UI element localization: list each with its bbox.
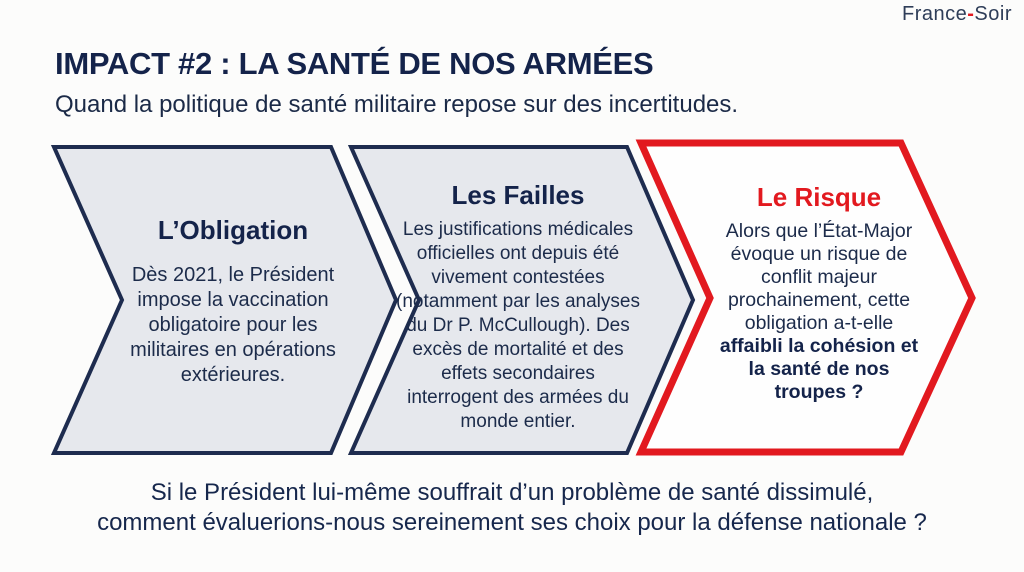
page-title: IMPACT #2 : LA SANTÉ DE NOS ARMÉES: [55, 46, 654, 81]
step-risque-heading: Le Risque: [756, 182, 882, 212]
step-risque-body-bold: affaibli la cohésion et la santé de nos …: [719, 335, 919, 403]
logo-part-soir: Soir: [974, 3, 1012, 25]
chevron-shape-failles: [347, 145, 696, 455]
page-subtitle: Quand la politique de santé militaire re…: [55, 91, 739, 118]
step-failles: Les Failles Les justifications médicales…: [386, 180, 650, 434]
step-risque: Le Risque Alors que l’État-Major évoque …: [699, 182, 939, 404]
step-obligation-body: Dès 2021, le Président impose la vaccina…: [130, 264, 336, 386]
chevron-shape-risque: [635, 139, 976, 456]
footer-question: Si le Président lui-même souffrait d’un …: [0, 478, 1024, 538]
step-obligation: L’Obligation Dès 2021, le Président impo…: [110, 215, 356, 388]
step-risque-body: Alors que l’État-Major évoque un risque …: [725, 220, 913, 334]
chevron-shape-obligation: [50, 145, 399, 455]
step-obligation-heading: L’Obligation: [157, 215, 309, 245]
step-failles-body: Les justifications médicales officielles…: [396, 219, 640, 432]
france-soir-logo: France-Soir: [902, 3, 1012, 26]
step-failles-heading: Les Failles: [451, 180, 585, 210]
logo-dash: -: [967, 3, 975, 25]
footer-question-line1: Si le Président lui-même souffrait d’un …: [150, 479, 874, 506]
footer-question-line2: comment évaluerions-nous sereinement ses…: [97, 509, 927, 536]
logo-part-france: France: [902, 3, 968, 25]
